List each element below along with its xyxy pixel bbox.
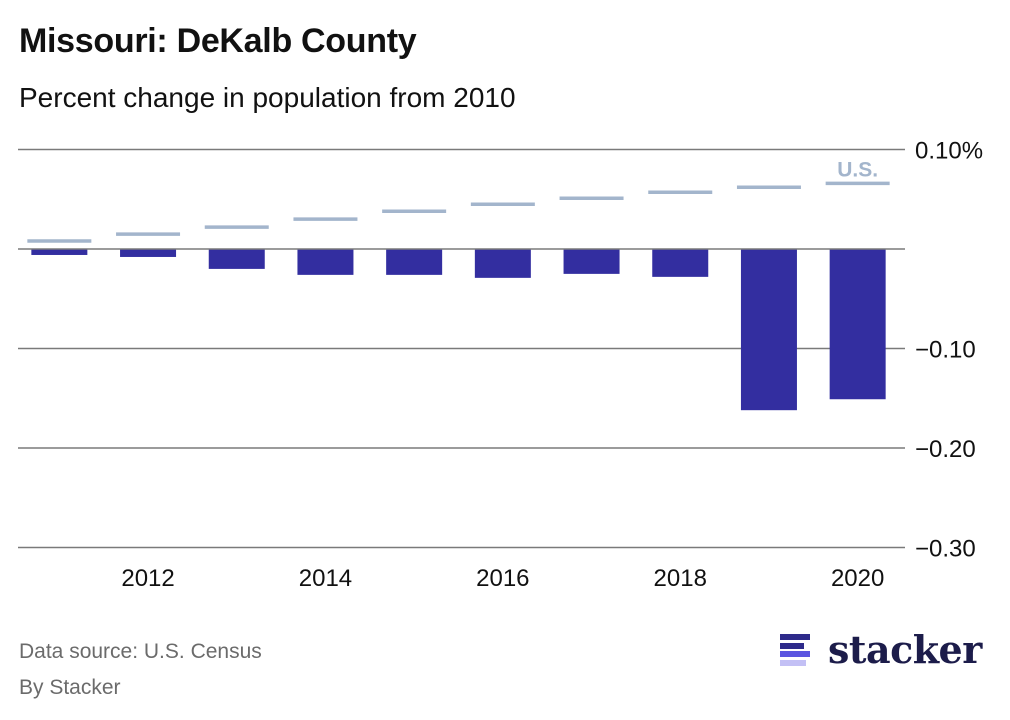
county-bar xyxy=(208,249,265,269)
county-bar xyxy=(740,249,797,411)
bar-chart: 0.10% −0.10 −0.20 −0.30 2012 2014 2016 2018 202… xyxy=(18,138,983,592)
data-source: Data source: U.S. Census xyxy=(19,640,262,663)
chart-title: Missouri: DeKalb County xyxy=(19,22,417,60)
x-tick-label: 2016 xyxy=(476,565,529,592)
county-bar xyxy=(297,249,354,275)
county-bar xyxy=(31,249,88,255)
county-bar xyxy=(829,249,886,400)
county-series xyxy=(31,249,886,411)
y-tick-label: 0.10% xyxy=(915,138,983,165)
us-series-label: U.S. xyxy=(837,158,878,181)
y-tick-label: −0.20 xyxy=(915,436,976,463)
x-tick-label: 2014 xyxy=(299,565,352,592)
county-bar xyxy=(120,249,177,257)
y-tick-label: −0.30 xyxy=(915,536,976,563)
county-bar xyxy=(474,249,531,278)
x-tick-label: 2012 xyxy=(121,565,174,592)
x-axis-labels: 2012 2014 2016 2018 2020 xyxy=(121,565,884,592)
stacked-bars-icon xyxy=(780,632,814,668)
stacker-logo: stacker xyxy=(780,628,982,672)
x-tick-label: 2018 xyxy=(654,565,707,592)
logo-text: stacker xyxy=(828,627,982,672)
county-bar xyxy=(563,249,620,274)
x-tick-label: 2020 xyxy=(831,565,884,592)
us-series xyxy=(27,181,890,243)
y-tick-label: −0.10 xyxy=(915,337,976,364)
y-axis-labels: 0.10% −0.10 −0.20 −0.30 xyxy=(915,138,983,563)
chart-subtitle: Percent change in population from 2010 xyxy=(19,82,516,113)
county-bar xyxy=(386,249,443,275)
county-bar xyxy=(652,249,709,277)
byline: By Stacker xyxy=(19,676,121,699)
